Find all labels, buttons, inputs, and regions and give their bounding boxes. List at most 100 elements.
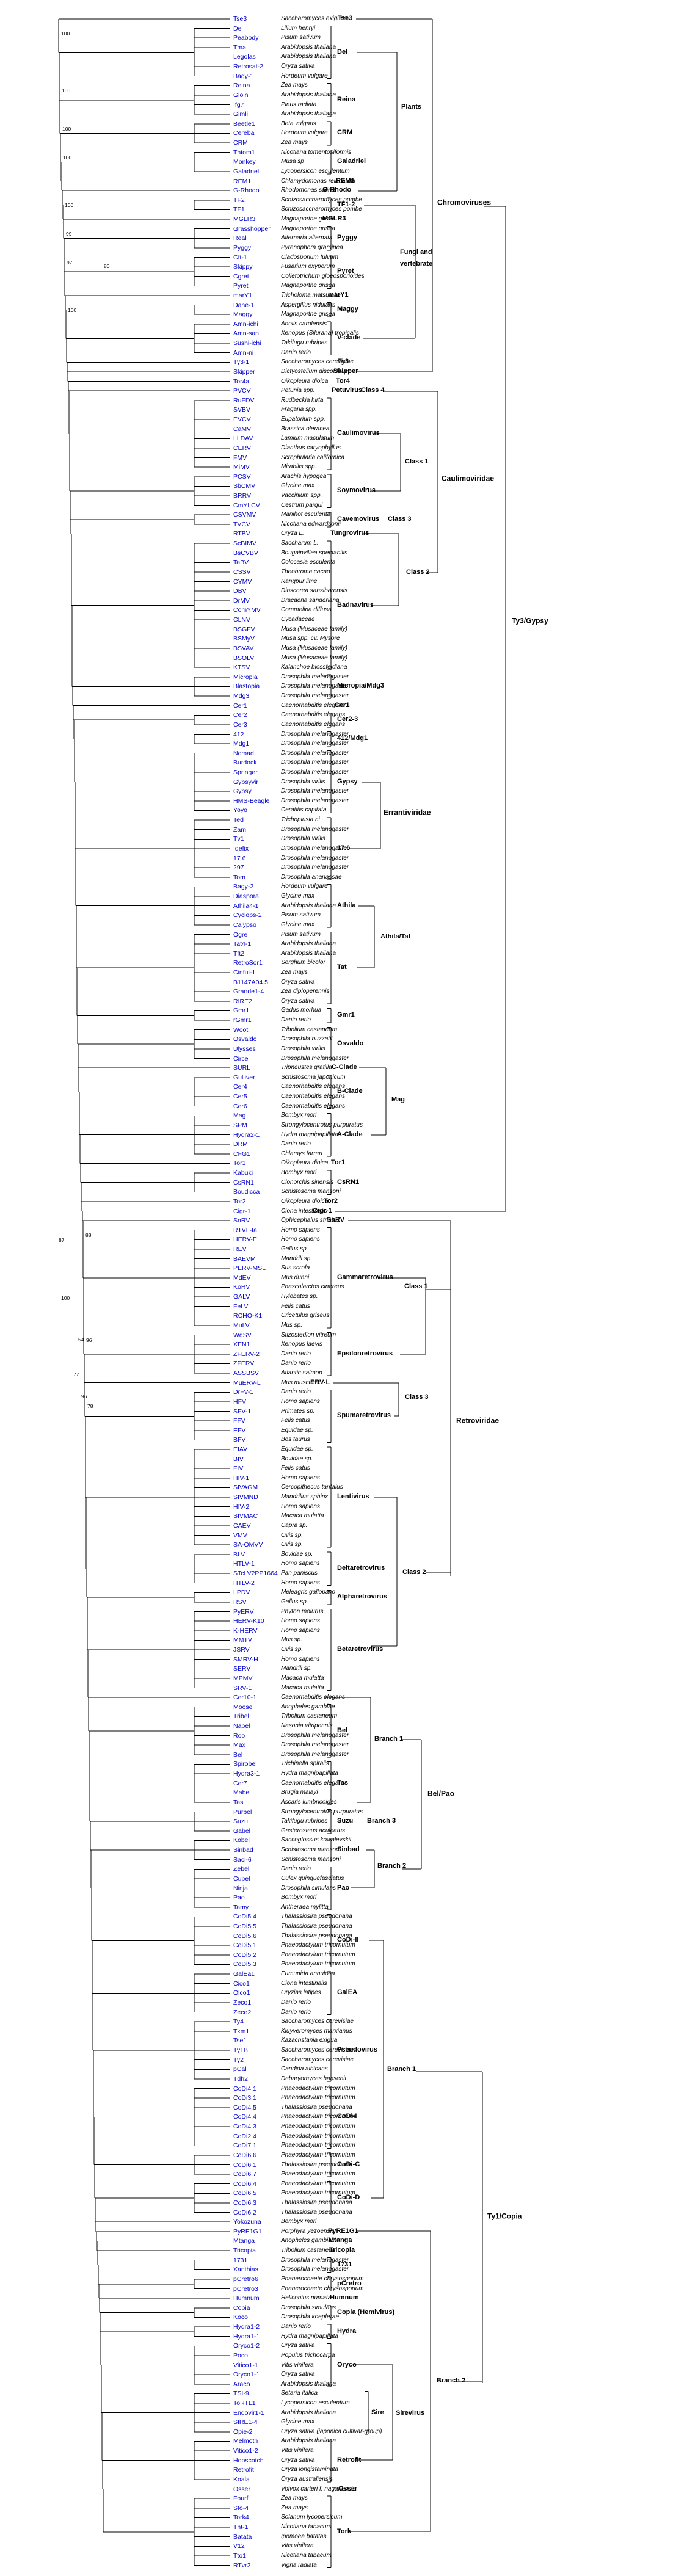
- leaf-species: Lycopersicon esculentum: [281, 167, 350, 175]
- classification-label: Class 3: [388, 515, 412, 523]
- clade-label: Spumaretrovirus: [337, 1412, 391, 1420]
- leaf-species: Drosophila melanogaster: [281, 2256, 349, 2263]
- leaf-species: Homo sapiens: [281, 1236, 320, 1243]
- leaf-name: DBV: [233, 587, 247, 595]
- leaf-name: ASSBSV: [233, 1369, 260, 1377]
- leaf-species: Meleagris gallopavo: [281, 1589, 335, 1596]
- clade-label: Bel: [337, 1727, 348, 1735]
- leaf-name: CoDi6.5: [233, 2190, 256, 2197]
- leaf-species: Mandrill sp.: [281, 1255, 313, 1262]
- leaf-species: Beta vulgaris: [281, 120, 316, 127]
- leaf-name: Tkm1: [233, 2027, 250, 2035]
- leaf-species: Hydra magnipapillata: [281, 1770, 338, 1777]
- leaf-species: Bombyx mori: [281, 1169, 317, 1177]
- leaf-name: HTLV-2: [233, 1579, 255, 1587]
- bootstrap-value: 80: [104, 263, 110, 269]
- leaf-name: Gmr1: [233, 1007, 250, 1015]
- leaf-name: Vitico1-1: [233, 2361, 258, 2369]
- leaf-species: Oryza sativa: [281, 2371, 315, 2378]
- leaf-name: Tor1: [233, 1159, 246, 1167]
- leaf-species: Saccharomyces cerevisiae: [281, 2018, 354, 2025]
- leaf-species: Volvox carteri f. nagariensis: [281, 2485, 356, 2492]
- leaf-species: Macaca mulatta: [281, 1684, 324, 1691]
- leaf-name: HMS-Beagle: [233, 797, 270, 805]
- leaf-name: Athila4-1: [233, 902, 259, 910]
- leaf-species: Equidae sp.: [281, 1446, 313, 1453]
- clade-label: Reina: [337, 95, 355, 103]
- leaf-name: Cer3: [233, 720, 247, 728]
- leaf-name: Cico1: [233, 1979, 250, 1987]
- leaf-name: SERV: [233, 1665, 251, 1672]
- superfamily-label: Fungi and: [400, 249, 432, 256]
- leaf-name: CoDi5.6: [233, 1932, 256, 1940]
- leaf-species: Caenorhabditis elegans: [281, 711, 346, 719]
- leaf-species: Drosophila melanogaster: [281, 683, 349, 690]
- leaf-name: FeLV: [233, 1302, 249, 1310]
- leaf-species: Felis catus: [281, 1417, 310, 1424]
- leaf-name: Xanthias: [233, 2266, 258, 2274]
- leaf-species: Mus musculus: [281, 1379, 320, 1386]
- clade-label: TF1-2: [337, 200, 355, 208]
- clade-label: Cer2-3: [337, 716, 358, 724]
- leaf-name: CoDi5.2: [233, 1951, 256, 1959]
- leaf-species: Nicotiana edwardsonii: [281, 520, 341, 528]
- leaf-name: Cer4: [233, 1083, 247, 1091]
- leaf-species: Cricetulus griseus: [281, 1312, 330, 1319]
- leaf-species: Phaeodactylum tricornutum: [281, 2123, 355, 2130]
- leaf-species: Sus scrofa: [281, 1264, 310, 1272]
- clade-label: Cavemovirus: [337, 515, 380, 523]
- clade-label: Badnavirus: [337, 601, 374, 609]
- leaf-species: Nicotiana tabacum: [281, 2552, 332, 2559]
- leaf-name: BLV: [233, 1550, 245, 1558]
- clade-label: Pseudovirus: [337, 2046, 378, 2054]
- leaf-name: Diaspora: [233, 892, 260, 900]
- leaf-name: CoDi6.2: [233, 2208, 256, 2216]
- leaf-name: Nabel: [233, 1722, 250, 1730]
- leaf-species: Tribolium castaneum: [281, 1026, 338, 1033]
- leaf-species: Kluyveromyces marxianus: [281, 2027, 352, 2034]
- leaf-species: Magnaporthe grisea: [281, 282, 335, 289]
- clade-label: Tse3: [338, 15, 353, 23]
- leaf-species: Drosophila virilis: [281, 835, 325, 843]
- leaf-species: Saccharomyces cerevisiae: [281, 358, 354, 366]
- clade-label: Pyggy: [337, 234, 358, 242]
- superfamily-label: Plants: [401, 103, 422, 111]
- leaf-name: Grasshopper: [233, 225, 271, 233]
- leaf-species: Oryza longistaminata: [281, 2466, 338, 2473]
- leaf-species: Rudbeckia hirta: [281, 396, 324, 404]
- leaf-species: Drosophila melanogaster: [281, 768, 349, 775]
- leaf-species: Oryza sativa: [281, 2456, 315, 2464]
- leaf-name: BAEVM: [233, 1255, 256, 1263]
- leaf-name: SIVMAC: [233, 1512, 258, 1520]
- leaf-species: Musa (Musaceae family): [281, 654, 347, 661]
- leaf-name: Legolas: [233, 53, 256, 61]
- leaf-name: Koco: [233, 2313, 248, 2321]
- clade-label: Deltaretrovirus: [337, 1564, 385, 1572]
- leaf-name: Tdh2: [233, 2075, 248, 2083]
- leaf-name: Kabuki: [233, 1169, 253, 1177]
- leaf-species: Theobroma cacao: [281, 568, 330, 575]
- leaf-name: PERV-MSL: [233, 1264, 266, 1272]
- bootstrap-value: 96: [81, 1393, 87, 1399]
- leaf-name: Gloin: [233, 91, 249, 99]
- leaf-name: Tat4-1: [233, 940, 252, 948]
- leaf-name: Saci-6: [233, 1856, 252, 1863]
- leaf-species: Hordeum vulgare: [281, 883, 328, 890]
- leaf-species: Sorghum bicolor: [281, 959, 325, 967]
- leaf-species: Musa (Musaceae family): [281, 625, 347, 633]
- leaf-species: Gadus morhua: [281, 1007, 322, 1014]
- leaf-species: Mus sp.: [281, 1321, 303, 1329]
- leaf-species: Phaeodactylum tricornutum: [281, 2180, 355, 2187]
- leaf-name: PyERV: [233, 1608, 254, 1616]
- leaf-species: Clonorchis sinensis: [281, 1178, 334, 1186]
- leaf-name: Koala: [233, 2475, 250, 2483]
- leaf-name: pCretro6: [233, 2275, 258, 2283]
- clade-label: Tat: [337, 963, 347, 971]
- leaf-species: Drosophila buzzatii: [281, 1036, 333, 1043]
- leaf-species: Bovidae sp.: [281, 1550, 313, 1558]
- leaf-name: HFV: [233, 1398, 246, 1406]
- leaf-name: Mdg1: [233, 739, 250, 747]
- clade-label: G-Rhodo: [322, 186, 352, 194]
- leaf-name: ZFERV: [233, 1360, 255, 1368]
- leaf-species: Danio rerio: [281, 1388, 311, 1396]
